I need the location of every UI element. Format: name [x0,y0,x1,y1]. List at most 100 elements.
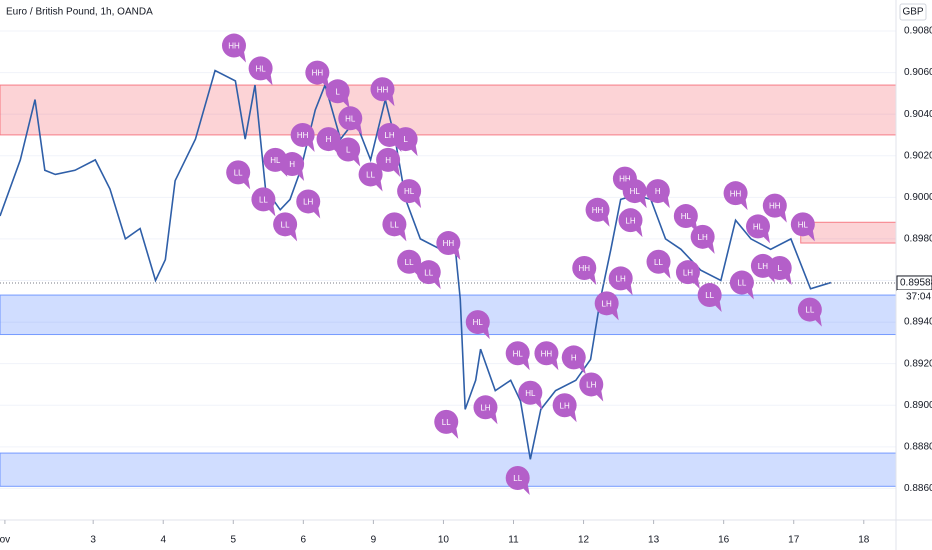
x-tick-label: 11 [508,535,519,546]
bubble [505,466,530,491]
bubble [690,224,715,249]
annotation-bubble: HH [762,193,787,223]
bubble-label: L [777,264,782,273]
annotation-bubble: HH [436,231,461,261]
bubble-label: HL [255,65,266,74]
bubble-label: HH [541,349,553,358]
bubble-label: LH [683,268,693,277]
annotation-bubble: HH [370,77,395,107]
bubble [646,249,671,274]
bubble [723,181,748,206]
annotation-bubble: HL [790,212,815,242]
bubble [572,256,597,281]
currency-box[interactable] [899,3,927,21]
bubble [473,395,498,420]
countdown-label: 37:04 [906,292,931,303]
annotation-bubble: HL [745,214,770,244]
bubble-label: LH [480,403,490,412]
annotation-bubble: HH [534,341,559,371]
bubble-label: H [385,156,391,165]
bubble [579,372,604,397]
bubble [622,179,647,204]
bubble-label: LH [625,216,635,225]
annotation-bubble: LL [251,187,276,217]
bubble [697,283,722,308]
annotation-bubble: LH [675,260,700,290]
annotation-bubble: LL [416,260,441,290]
annotation-bubble: HH [572,256,597,286]
annotation-bubble: LL [434,409,459,439]
annotation-bubble: HL [518,380,543,410]
bubble-label: LL [805,306,814,315]
bubble [436,231,461,256]
countdown-tag [897,289,932,303]
bubble [434,409,459,434]
bubble-label: HL [681,212,692,221]
bubble [325,79,350,104]
bubble [251,187,276,212]
bubble [673,204,698,229]
bubble-label: LH [616,275,626,284]
bubble [608,266,633,291]
annotation-bubble: LH [552,393,577,423]
bubble-label: LH [602,299,612,308]
annotation-bubble: L [325,79,350,109]
bubble-label: HH [730,189,742,198]
bubble-label: LL [234,168,243,177]
bubble-label: HH [312,69,324,78]
bubble [397,249,422,274]
x-tick-label: ov [0,535,10,546]
bubble-label: LL [281,220,290,229]
zone [0,294,897,336]
annotation-bubble: H [561,345,586,375]
annotation-bubble: HL [622,179,647,209]
bubble [376,147,401,172]
bubble [594,291,619,316]
bubble-label: LL [513,474,522,483]
bubble [221,33,246,58]
bubble-label: LH [586,381,596,390]
bubble-label: HH [578,264,590,273]
annotation-bubble: LH [473,395,498,425]
bubble-label: LL [424,268,433,277]
bubble [397,179,422,204]
bubble-label: LH [303,198,313,207]
price-line [0,69,832,460]
bubble [585,197,610,222]
bubble-label: LL [390,220,399,229]
bubble-label: HL [513,349,524,358]
bubble-label: HL [345,114,356,123]
annotation-bubble: HH [290,122,315,152]
bubble-label: H [326,135,332,144]
bubble-label: L [335,87,340,96]
bubble-label: H [655,187,661,196]
annotation-bubble: LL [646,249,671,279]
x-tick-label: 10 [438,535,450,546]
bubble [465,310,490,335]
zone [0,452,897,487]
annotation-bubble: HL [248,56,273,86]
annotation-bubble: LH [594,291,619,321]
bubble-label: L [346,146,351,155]
bubble [358,162,383,187]
annotation-bubble: HL [397,179,422,209]
annotation-bubble: L [393,127,418,157]
x-tick-label: 3 [90,535,96,546]
annotation-bubble: LL [358,162,383,192]
annotation-bubble: LL [505,466,530,496]
x-tick-label: 4 [160,535,166,546]
currency-label: GBP [902,7,923,18]
bubble-label: HL [753,223,764,232]
bubble [675,260,700,285]
x-tick-label: 6 [301,535,307,546]
annotation-bubble: LH [296,189,321,219]
bubble [790,212,815,237]
bubble-label: HL [630,187,641,196]
